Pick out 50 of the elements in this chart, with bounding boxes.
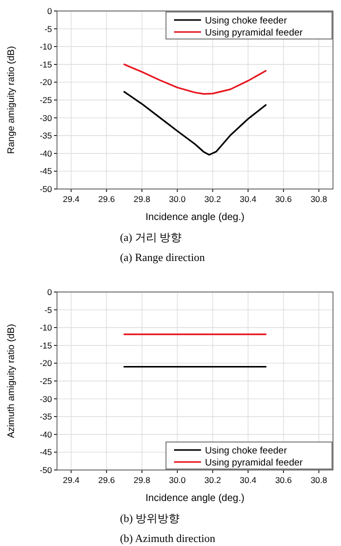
y-tick-label: -20 [40, 77, 52, 88]
x-tick-label: 30.8 [310, 475, 328, 485]
y-tick-label: -40 [40, 429, 52, 440]
text: (b) 방위방향 [120, 513, 180, 525]
x-tick-label: 30.4 [240, 475, 257, 485]
x-tick-label: 30.6 [275, 194, 292, 204]
y-tick-label: -35 [40, 130, 52, 141]
legend-label: Using pyramidal feeder [205, 458, 303, 468]
x-axis-title: Incidence angle (deg.) [146, 212, 244, 223]
x-tick-label: 30.2 [204, 475, 222, 485]
x-tick-label: 30.4 [240, 194, 257, 204]
y-tick-label: -25 [40, 376, 52, 386]
y-tick-label: 0 [47, 6, 52, 16]
y-tick-label: -20 [40, 358, 52, 368]
y-tick-label: -5 [44, 304, 52, 315]
y-tick-label: -50 [40, 465, 52, 475]
y-tick-label: -45 [40, 166, 52, 176]
text: (a) 거리 방향 [120, 232, 182, 244]
y-tick-label: -25 [40, 95, 52, 105]
y-tick-label: -50 [40, 184, 52, 194]
x-tick-label: 30.0 [169, 194, 186, 204]
y-tick-label: -30 [40, 112, 52, 123]
legend-label: Using pyramidal feeder [205, 28, 303, 38]
y-tick-label: -40 [40, 148, 52, 158]
y-tick-label: -15 [40, 340, 52, 350]
x-axis-title: Incidence angle (deg.) [146, 493, 244, 504]
y-axis-title: Range amiguity ratio (dB) [6, 46, 17, 154]
y-axis-title: Azimuth amiguity ratio (dB) [6, 324, 17, 438]
x-tick-label: 29.6 [98, 475, 116, 485]
x-tick-label: 30.0 [169, 475, 186, 485]
y-tick-label: 0 [47, 287, 52, 297]
text: (b) Azimuth direction [120, 533, 216, 545]
x-tick-label: 29.8 [134, 194, 150, 204]
y-tick-label: -15 [40, 59, 52, 70]
x-tick-label: 29.4 [62, 194, 80, 204]
y-tick-label: -10 [40, 322, 52, 333]
text: (a) Range direction [120, 252, 206, 264]
y-tick-label: -35 [40, 412, 52, 422]
x-tick-label: 29.4 [62, 475, 80, 485]
x-tick-label: 29.6 [98, 194, 116, 204]
x-tick-label: 29.8 [134, 475, 150, 485]
legend-label: Using choke feeder [205, 446, 287, 456]
x-tick-label: 30.6 [275, 475, 292, 485]
y-tick-label: -5 [44, 24, 52, 34]
x-tick-label: 30.2 [204, 194, 222, 204]
legend-label: Using choke feeder [205, 16, 287, 26]
x-tick-label: 30.8 [310, 194, 328, 204]
y-tick-label: -45 [40, 447, 52, 458]
y-tick-label: -30 [40, 394, 52, 404]
y-tick-label: -10 [40, 42, 52, 52]
